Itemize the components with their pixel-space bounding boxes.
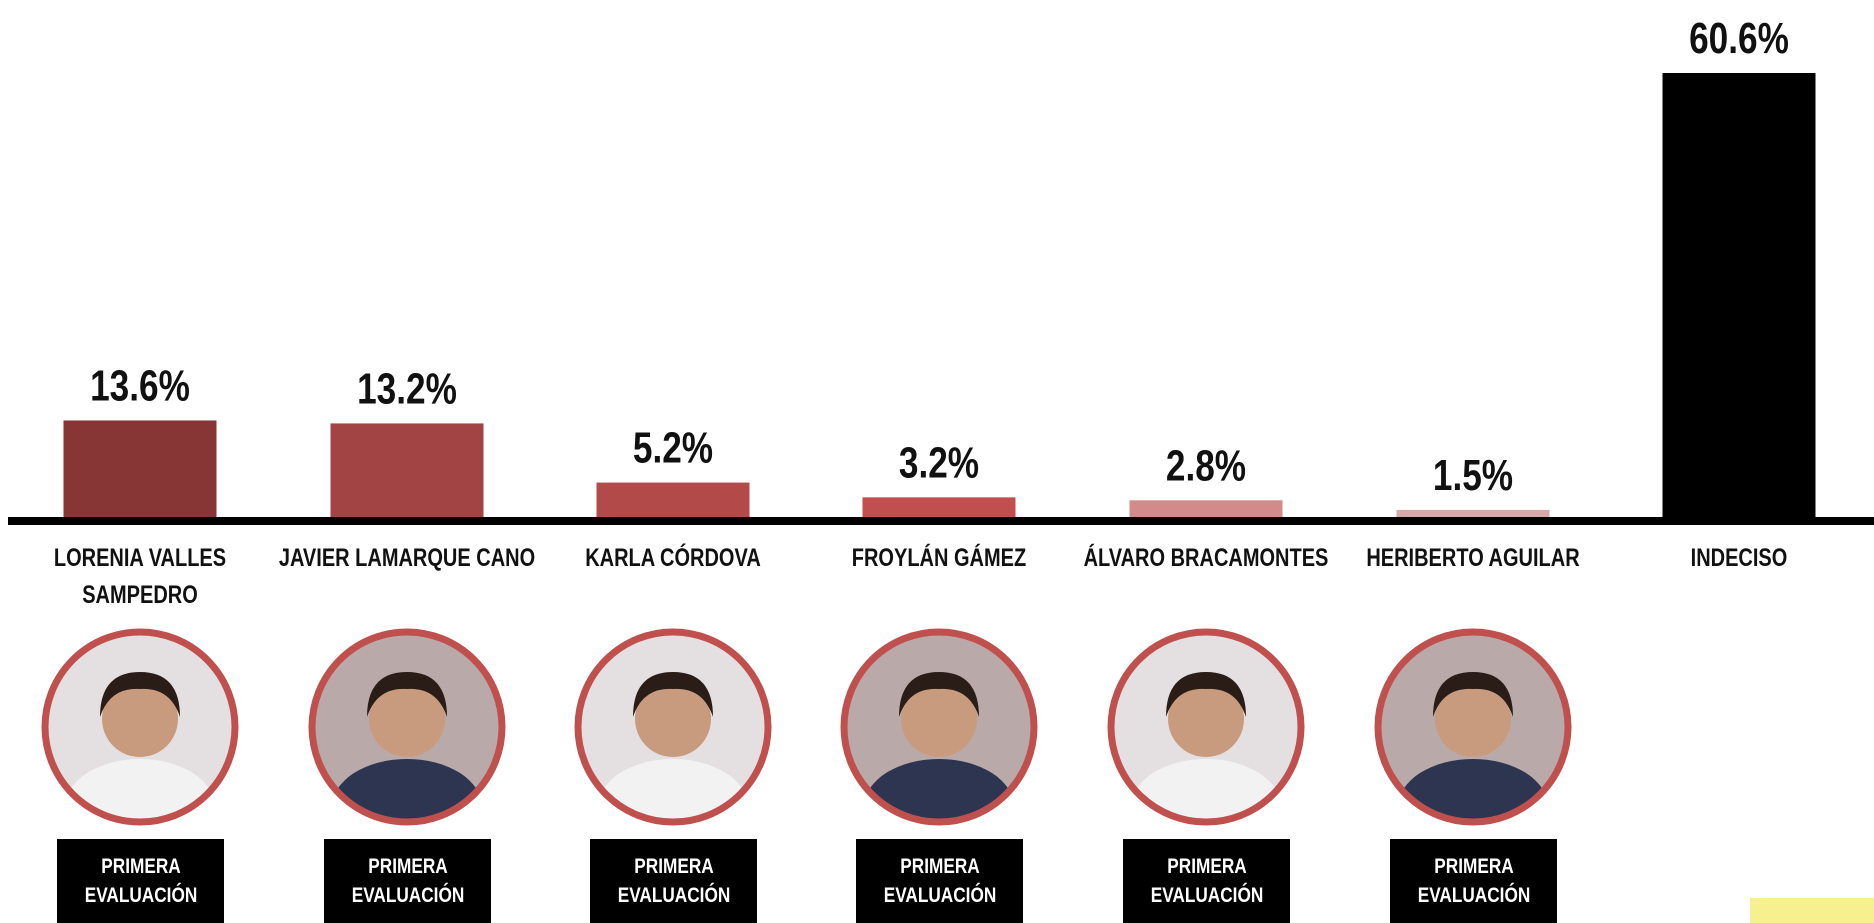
badge-text: PRIMERA EVALUACIÓN	[1416, 852, 1531, 910]
category-text: LORENIA VALLES SAMPEDRO	[54, 544, 226, 609]
decoration	[1750, 898, 1874, 923]
category-label: LORENIA VALLES SAMPEDRO	[0, 540, 280, 614]
candidate-photo	[844, 632, 1034, 855]
category-label: FROYLÁN GÁMEZ	[799, 540, 1079, 577]
candidate-photo	[1111, 632, 1301, 855]
page: 13.6% 13.2% 5.2% 3.2% 2.8% 1.5% 60.6% LORENIA …	[0, 0, 1874, 923]
badge-text: PRIMERA EVALUACIÓN	[616, 852, 731, 910]
candidate-photo	[45, 632, 235, 855]
badge-text: PRIMERA EVALUACIÓN	[350, 852, 465, 910]
badge-text: PRIMERA EVALUACIÓN	[83, 852, 198, 910]
badge-text: PRIMERA EVALUACIÓN	[1149, 852, 1264, 910]
category-text: HERIBERTO AGUILAR	[1366, 544, 1579, 572]
value-label: 5.2%	[633, 424, 713, 473]
bar	[331, 423, 484, 521]
chart: 13.6% 13.2% 5.2% 3.2% 2.8% 1.5% 60.6%	[0, 0, 1874, 923]
candidate-photo	[578, 632, 768, 855]
value-label: 60.6%	[1689, 14, 1789, 63]
category-label: JAVIER LAMARQUE CANO	[267, 540, 547, 577]
badge: PRIMERA EVALUACIÓN	[1390, 839, 1557, 923]
category-text: INDECISO	[1691, 544, 1788, 572]
category-text: KARLA CÓRDOVA	[585, 544, 761, 572]
bar	[64, 420, 217, 521]
value-label: 1.5%	[1433, 451, 1513, 500]
category-label: HERIBERTO AGUILAR	[1333, 540, 1613, 577]
badge: PRIMERA EVALUACIÓN	[590, 839, 757, 923]
badge: PRIMERA EVALUACIÓN	[57, 839, 224, 923]
category-label: ÁLVARO BRACAMONTES	[1066, 540, 1346, 577]
badge: PRIMERA EVALUACIÓN	[1123, 839, 1290, 923]
category-text: FROYLÁN GÁMEZ	[852, 544, 1026, 572]
candidate-photo	[1378, 632, 1568, 855]
bar	[597, 483, 750, 521]
value-label: 13.2%	[357, 365, 457, 414]
bar	[1663, 73, 1816, 521]
category-text: ÁLVARO BRACAMONTES	[1084, 544, 1329, 572]
category-label: KARLA CÓRDOVA	[533, 540, 813, 577]
badge-text: PRIMERA EVALUACIÓN	[882, 852, 997, 910]
value-label: 2.8%	[1166, 442, 1246, 491]
badge: PRIMERA EVALUACIÓN	[856, 839, 1023, 923]
candidate-photo	[312, 632, 502, 855]
category-text: JAVIER LAMARQUE CANO	[279, 544, 535, 572]
category-label: INDECISO	[1599, 540, 1874, 577]
value-label: 13.6%	[90, 362, 190, 411]
badge: PRIMERA EVALUACIÓN	[324, 839, 491, 923]
value-label: 3.2%	[899, 439, 979, 488]
